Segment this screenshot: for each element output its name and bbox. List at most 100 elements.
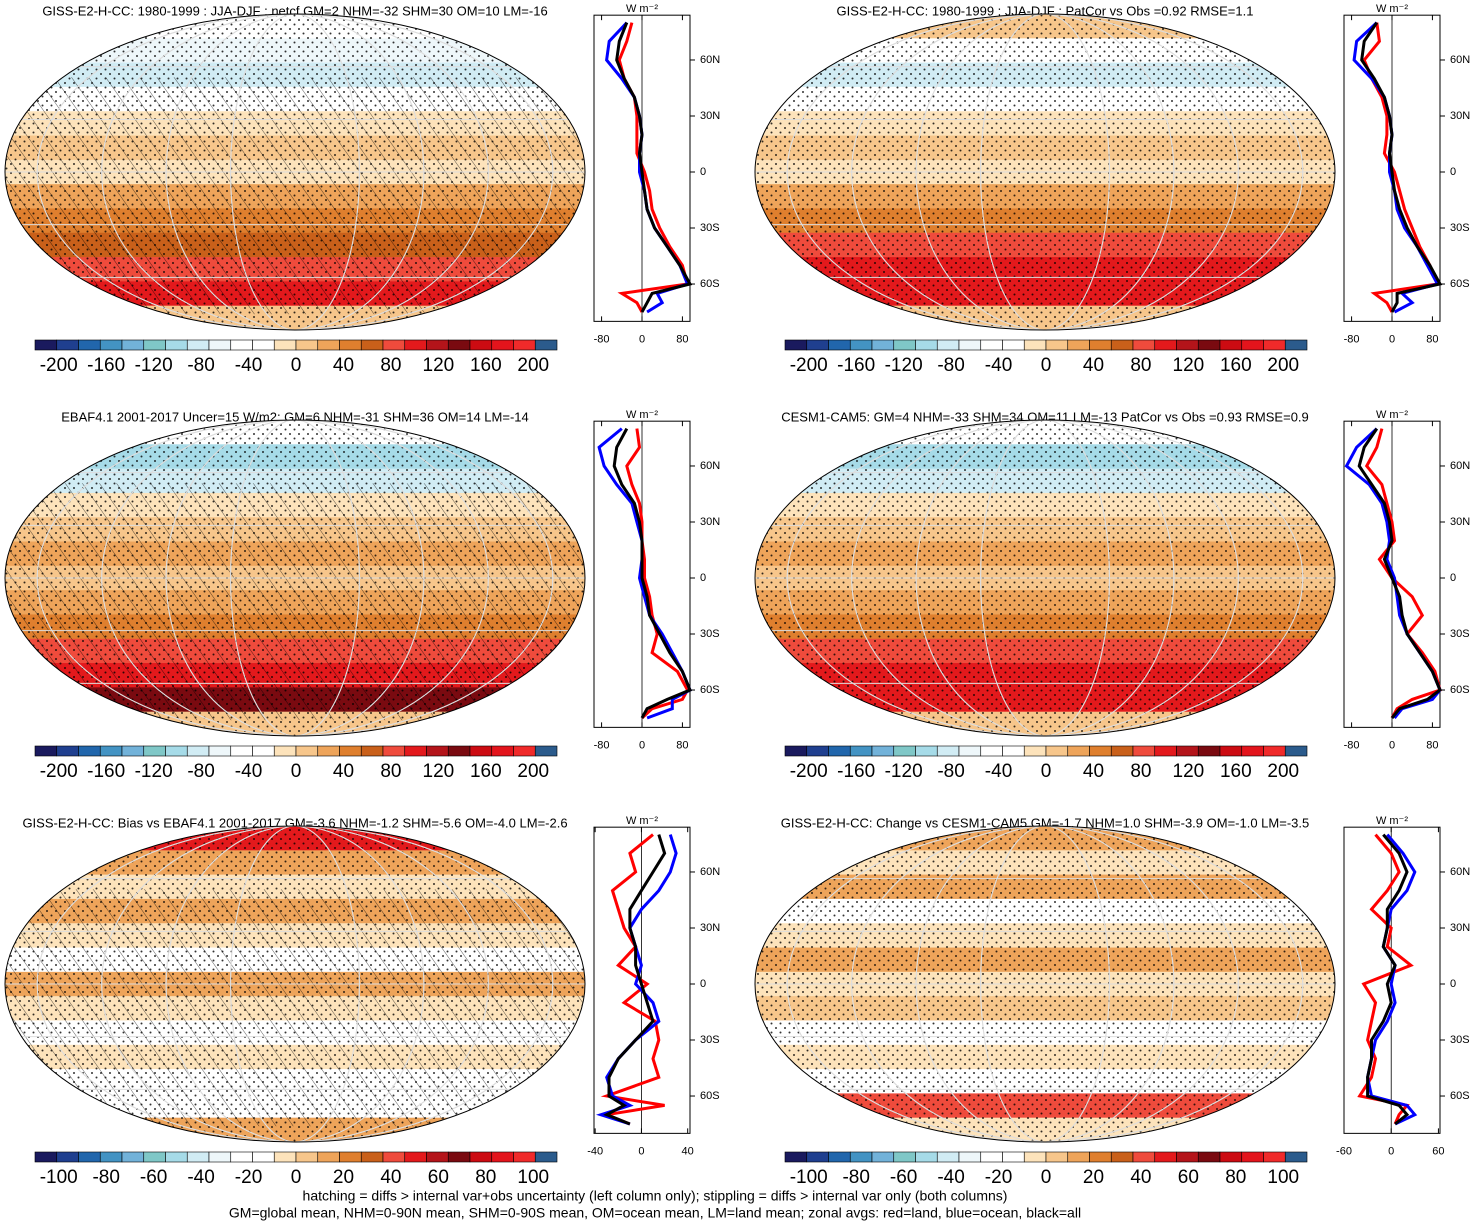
colorbar-label: -40 <box>235 761 262 782</box>
colorbar-label: 120 <box>1173 761 1205 782</box>
y-tick-label: 0 <box>1450 166 1456 178</box>
colorbar-box <box>186 339 210 351</box>
panel-title: CESM1-CAM5: GM=4 NHM=-33 SHM=34 OM=11 LM… <box>781 409 1309 424</box>
colorbar-box <box>1045 339 1069 351</box>
graticule <box>786 14 1304 330</box>
colorbar-box <box>1241 339 1264 351</box>
colorbar-box <box>1002 745 1025 757</box>
colorbar-label: -80 <box>92 1167 119 1188</box>
colorbar-box <box>1263 339 1286 351</box>
zonal-line <box>1357 833 1414 1125</box>
colorbar-label: 120 <box>423 355 455 376</box>
colorbar-box <box>849 339 873 351</box>
colorbar-box <box>1110 745 1134 757</box>
graticule <box>851 14 1239 330</box>
colorbar-box <box>513 745 536 757</box>
colorbar-box <box>252 339 275 351</box>
map-border <box>754 419 1336 737</box>
colorbar-box <box>382 339 406 351</box>
colorbar-label: 80 <box>1225 1167 1246 1188</box>
colorbar-box <box>339 745 362 757</box>
colorbar-box <box>1284 339 1308 351</box>
colorbar-box <box>980 745 1003 757</box>
colorbar-box <box>426 1151 449 1163</box>
colorbar-box <box>56 745 79 757</box>
y-tick-label: 30N <box>1450 922 1470 934</box>
colorbar-box <box>252 1151 275 1163</box>
y-tick-label: 0 <box>700 166 706 178</box>
y-tick-label: 60N <box>1450 866 1470 878</box>
x-tick-label: 80 <box>1426 333 1438 345</box>
colorbar-label: 160 <box>1220 761 1252 782</box>
zonal-frame <box>593 826 691 1134</box>
map-border <box>754 13 1336 331</box>
colorbar-box <box>426 339 449 351</box>
colorbar-box <box>1067 339 1090 351</box>
x-tick-label: -60 <box>1336 1145 1352 1157</box>
colorbar-label: -160 <box>87 355 125 376</box>
unit-label: W m⁻² <box>626 409 658 421</box>
colorbar-box <box>447 1151 471 1163</box>
unit-label: W m⁻² <box>1376 815 1408 827</box>
colorbar-box <box>534 1151 558 1163</box>
y-tick-label: 30N <box>700 922 720 934</box>
colorbar-box <box>1197 1151 1221 1163</box>
colorbar-label: 0 <box>1041 761 1052 782</box>
colorbar-box <box>534 339 558 351</box>
unit-label: W m⁻² <box>1376 3 1408 15</box>
colorbar-box <box>78 1151 101 1163</box>
colorbar-box <box>447 339 471 351</box>
colorbar-label: -80 <box>937 355 964 376</box>
colorbar-box <box>980 1151 1003 1163</box>
panel-title: EBAF4.1 2001-2017 Uncer=15 W/m2: GM=6 NH… <box>61 409 529 424</box>
colorbar-box <box>339 1151 362 1163</box>
colorbar-label: -40 <box>985 355 1012 376</box>
map-border <box>4 419 586 737</box>
hatching <box>5 77 585 315</box>
colorbar-box <box>273 1151 297 1163</box>
y-tick-label: 30N <box>1450 110 1470 122</box>
colorbar-label: 40 <box>333 355 354 376</box>
colorbar-box <box>404 339 427 351</box>
colorbar-box <box>208 339 232 351</box>
colorbar-box <box>958 1151 982 1163</box>
colorbar-box <box>230 745 253 757</box>
footer-line: hatching = diffs > internal var+obs unce… <box>303 1188 1008 1204</box>
colorbar-box <box>936 745 960 757</box>
zonal-line <box>1344 427 1442 719</box>
y-tick-label: 30S <box>1450 628 1470 640</box>
colorbar-box <box>1132 745 1156 757</box>
colorbar-label: -120 <box>885 355 923 376</box>
graticule <box>230 826 360 1142</box>
colorbar-label: 40 <box>1083 355 1104 376</box>
x-tick-label: -80 <box>1344 333 1360 345</box>
graticule <box>165 14 425 330</box>
map <box>755 420 1335 736</box>
colorbar-box <box>317 1151 340 1163</box>
colorbar-box <box>980 339 1003 351</box>
colorbar-box <box>1110 1151 1134 1163</box>
colorbar-box <box>513 1151 536 1163</box>
y-tick-label: 60N <box>700 54 720 66</box>
x-tick-label: -40 <box>587 1145 603 1157</box>
y-tick-label: 60N <box>700 866 720 878</box>
colorbar-box <box>893 339 916 351</box>
colorbar-box <box>1241 1151 1264 1163</box>
zonal-line <box>1360 21 1443 313</box>
y-tick-label: 60N <box>1450 460 1470 472</box>
colorbar-label: 60 <box>1178 1167 1199 1188</box>
graticule <box>165 420 425 736</box>
colorbar-label: -100 <box>40 1167 78 1188</box>
map-border <box>754 825 1336 1143</box>
zonal-line <box>603 834 667 1126</box>
colorbar-label: -120 <box>135 355 173 376</box>
colorbar-box <box>936 339 960 351</box>
y-tick-label: 30S <box>700 222 720 234</box>
colorbar-label: -40 <box>235 355 262 376</box>
colorbar-box <box>1284 1151 1308 1163</box>
colorbar-box <box>1089 339 1112 351</box>
colorbar-label: 120 <box>423 761 455 782</box>
colorbar-label: 200 <box>517 355 549 376</box>
graticule <box>980 420 1110 736</box>
x-tick-label: 0 <box>1389 739 1395 751</box>
